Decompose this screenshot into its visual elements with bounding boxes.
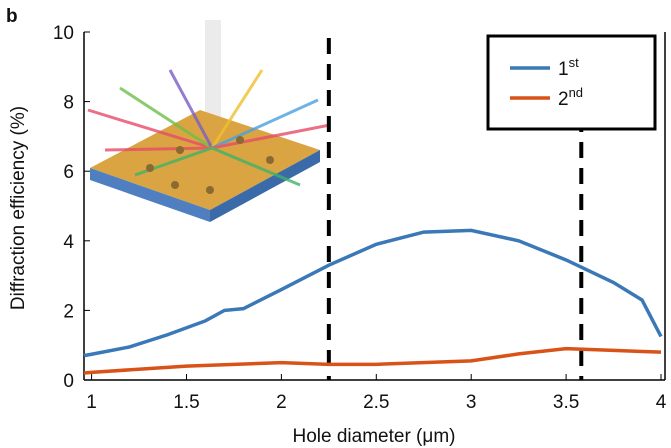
- chart: b Hole diameter (μm) Diffraction efficie…: [0, 0, 671, 448]
- y-tick-label: 2: [63, 301, 74, 322]
- series-line: [84, 349, 661, 373]
- y-axis-label: Diffraction efficiency (%): [8, 106, 29, 310]
- inset-illustration: [88, 20, 330, 222]
- y-tick-label: 0: [63, 371, 74, 392]
- x-axis-label: Hole diameter (μm): [293, 426, 456, 447]
- series-line: [84, 230, 661, 355]
- x-tick-label: 2.5: [363, 392, 389, 413]
- x-tick-label: 2: [276, 392, 287, 413]
- legend-box: [488, 36, 655, 129]
- y-tick-label: 4: [63, 232, 74, 253]
- x-tick-label: 3.5: [553, 392, 579, 413]
- x-tick-label: 4: [656, 392, 667, 413]
- y-tick-label: 6: [63, 162, 74, 183]
- x-tick-label: 1: [86, 392, 97, 413]
- panel-label: b: [6, 6, 18, 27]
- y-tick-label: 8: [63, 93, 74, 114]
- x-tick-label: 3: [466, 392, 477, 413]
- x-tick-label: 1.5: [173, 392, 199, 413]
- y-tick-label: 10: [53, 23, 74, 44]
